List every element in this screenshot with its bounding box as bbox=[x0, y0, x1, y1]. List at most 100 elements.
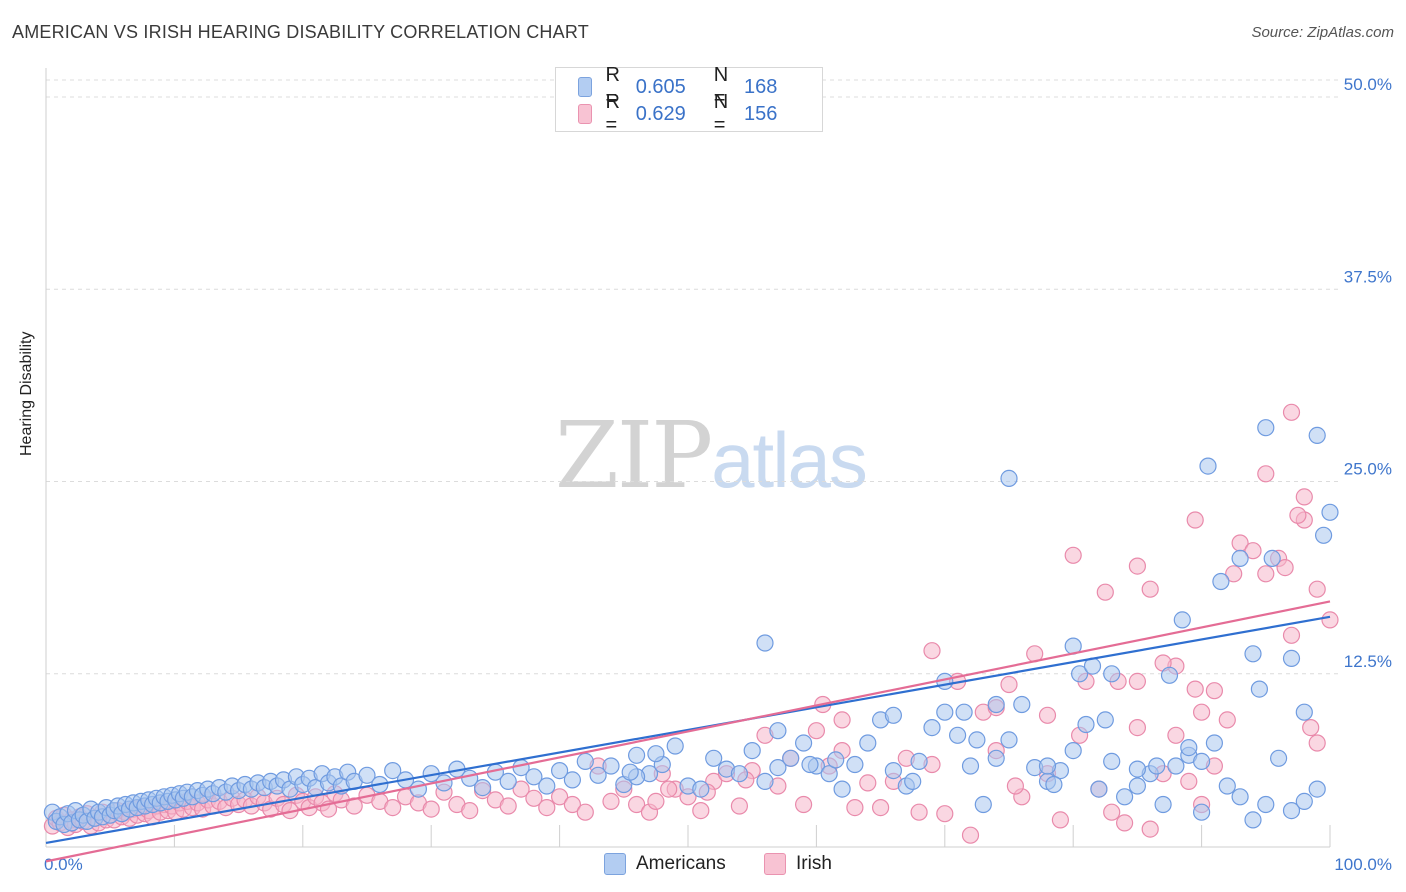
irish-point bbox=[730, 797, 749, 815]
irish-point bbox=[525, 789, 543, 807]
americans-point bbox=[884, 761, 903, 780]
americans-point bbox=[1250, 680, 1269, 698]
americans-point bbox=[627, 746, 646, 764]
americans-point bbox=[1263, 549, 1281, 568]
americans-point bbox=[948, 726, 967, 744]
americans-point bbox=[846, 755, 864, 774]
irish-point bbox=[1115, 814, 1134, 832]
americans-point bbox=[794, 734, 813, 752]
irish-point bbox=[647, 792, 665, 811]
irish-point bbox=[923, 642, 941, 660]
americans-point bbox=[1244, 811, 1262, 829]
irish-point bbox=[550, 788, 569, 806]
americans-point bbox=[647, 745, 665, 763]
irish-point bbox=[1186, 511, 1204, 529]
bottom-legend-irish[interactable]: Irish bbox=[764, 852, 832, 876]
legend-row-irish: R = 0.629 N = 156 bbox=[578, 91, 822, 136]
americans-point bbox=[1218, 777, 1236, 795]
irish-point bbox=[859, 774, 877, 792]
irish-point bbox=[833, 711, 851, 729]
americans-point bbox=[538, 777, 556, 795]
americans-point bbox=[1128, 760, 1147, 778]
y-tick-label: 50.0% bbox=[1344, 75, 1392, 94]
americans-point bbox=[782, 749, 800, 767]
americans-point bbox=[1077, 715, 1095, 734]
irish-point bbox=[1128, 718, 1147, 737]
legend-n-label: N = bbox=[713, 91, 729, 136]
americans-point bbox=[743, 741, 761, 760]
irish-point bbox=[961, 826, 980, 844]
y-tick-label: 12.5% bbox=[1344, 652, 1392, 671]
irish-point bbox=[1128, 672, 1147, 691]
irish-point bbox=[1257, 465, 1275, 483]
americans-point bbox=[1231, 788, 1249, 806]
irish-point bbox=[1064, 546, 1082, 564]
americans-point bbox=[1064, 741, 1082, 760]
legend-row-americans: R = 0.605 N = 168 bbox=[578, 64, 822, 109]
americans-point bbox=[1257, 419, 1275, 437]
irish-point bbox=[1295, 488, 1313, 506]
americans-legend-label: Americans bbox=[636, 853, 726, 874]
americans-point bbox=[1000, 731, 1018, 749]
irish-point bbox=[1302, 718, 1320, 737]
irish-point bbox=[1141, 820, 1159, 838]
watermark: ZIPatlas bbox=[555, 402, 868, 509]
americans-point bbox=[1173, 611, 1191, 629]
americans-point bbox=[1192, 803, 1211, 821]
irish-point bbox=[422, 800, 440, 818]
legend-swatch-americans bbox=[578, 77, 592, 97]
bottom-legend-americans[interactable]: Americans bbox=[604, 852, 726, 876]
americans-point bbox=[1205, 734, 1224, 752]
legend-r-value: 0.605 bbox=[635, 75, 686, 98]
americans-point bbox=[833, 780, 851, 798]
irish-point bbox=[1218, 711, 1236, 729]
irish-point bbox=[910, 803, 928, 821]
americans-point bbox=[1103, 752, 1121, 771]
americans-point bbox=[1013, 695, 1031, 714]
americans-swatch bbox=[604, 853, 626, 875]
americans-point bbox=[961, 757, 980, 775]
americans-point bbox=[1295, 792, 1313, 811]
irish-point bbox=[1276, 558, 1294, 577]
irish-point bbox=[846, 798, 864, 817]
y-tick-label: 37.5% bbox=[1344, 267, 1392, 286]
legend-r-value: 0.629 bbox=[635, 102, 686, 125]
irish-point bbox=[1128, 557, 1147, 575]
americans-point bbox=[589, 766, 607, 784]
irish-point bbox=[1282, 403, 1301, 421]
americans-point bbox=[1257, 795, 1275, 814]
americans-point bbox=[1244, 645, 1262, 663]
americans-point bbox=[769, 758, 787, 777]
americans-point bbox=[705, 749, 723, 767]
watermark-atlas: atlas bbox=[711, 416, 868, 504]
americans-point bbox=[1282, 649, 1301, 668]
irish-point bbox=[1180, 772, 1198, 791]
americans-point bbox=[1314, 526, 1333, 544]
irish-point bbox=[1282, 626, 1301, 644]
chart-title: AMERICAN VS IRISH HEARING DISABILITY COR… bbox=[12, 22, 589, 42]
americans-point bbox=[621, 763, 639, 781]
y-tick-label: 25.0% bbox=[1344, 460, 1392, 479]
americans-point bbox=[1000, 469, 1018, 487]
americans-point bbox=[923, 718, 941, 737]
irish-point bbox=[1167, 726, 1185, 744]
americans-point bbox=[987, 749, 1005, 767]
irish-point bbox=[1096, 583, 1114, 601]
irish-point bbox=[871, 798, 890, 817]
irish-point bbox=[794, 795, 813, 814]
americans-point bbox=[859, 734, 877, 752]
irish-point bbox=[1308, 734, 1326, 752]
americans-point bbox=[1282, 801, 1301, 820]
irish-point bbox=[512, 780, 530, 798]
americans-point bbox=[550, 761, 569, 780]
americans-point bbox=[904, 772, 922, 791]
americans-point bbox=[1154, 795, 1172, 814]
legend-r-label: R = bbox=[605, 64, 620, 109]
irish-point bbox=[538, 798, 556, 817]
americans-point bbox=[1231, 549, 1249, 568]
legend-n-label: N = bbox=[713, 64, 729, 109]
americans-point bbox=[769, 722, 787, 740]
irish-point bbox=[602, 792, 620, 811]
irish-point bbox=[1006, 777, 1025, 795]
americans-point bbox=[1269, 749, 1288, 767]
